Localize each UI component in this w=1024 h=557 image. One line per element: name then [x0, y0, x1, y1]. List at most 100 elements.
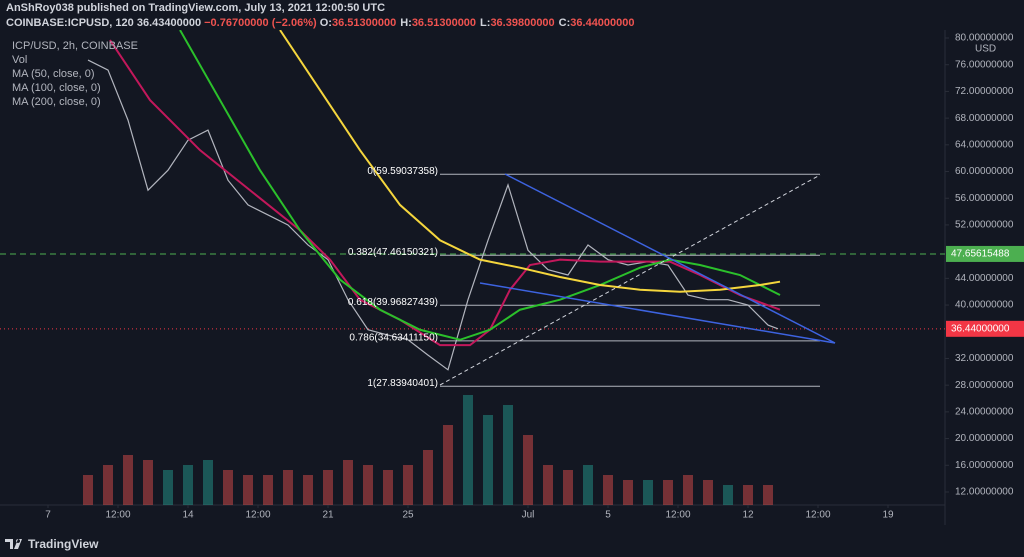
fib-label: 0.382(47.46150321): [348, 247, 438, 258]
volume-bar: [663, 480, 673, 505]
ohlc-value: 36.51300000: [411, 17, 477, 29]
change: −0.76700000 (−2.06%): [204, 17, 317, 29]
price-label: 47.65615488: [951, 249, 1010, 260]
legend-entry: MA (100, close, 0): [12, 82, 101, 94]
x-tick-label: 14: [182, 510, 194, 521]
price-unit: USD: [975, 44, 996, 55]
x-tick-label: 25: [402, 510, 414, 521]
x-tick-label: 21: [322, 510, 334, 521]
trend-dashed: [439, 174, 821, 386]
volume-bar: [123, 455, 133, 505]
volume-bar: [243, 475, 253, 505]
y-tick-label: 68.00000000: [955, 113, 1014, 124]
y-tick-label: 24.00000000: [955, 407, 1014, 418]
x-tick-label: 12:00: [805, 510, 830, 521]
legend-entry: Vol: [12, 54, 27, 66]
volume-bar: [623, 480, 633, 505]
ohlc-label: H:: [400, 17, 412, 29]
volume-bar: [143, 460, 153, 505]
volume-bar: [363, 465, 373, 505]
y-tick-label: 44.00000000: [955, 273, 1014, 284]
x-tick-label: 12:00: [105, 510, 130, 521]
volume-bar: [403, 465, 413, 505]
x-tick-label: 7: [45, 510, 51, 521]
drawings: [439, 173, 836, 386]
fib-label: 0.618(39.96827439): [348, 297, 438, 308]
trend-lower: [479, 282, 836, 344]
volume-bar: [723, 485, 733, 505]
y-tick-label: 12.00000000: [955, 487, 1014, 498]
volume-bar: [743, 485, 753, 505]
volume-bar: [303, 475, 313, 505]
volume-bar: [443, 425, 453, 505]
y-tick-label: 32.00000000: [955, 353, 1014, 364]
volume-bar: [383, 470, 393, 505]
volume-bar: [83, 475, 93, 505]
volume-bar: [683, 475, 693, 505]
volume-bar: [563, 470, 573, 505]
x-tick-label: 12: [742, 510, 754, 521]
volume-bar: [763, 485, 773, 505]
volume-bar: [203, 460, 213, 505]
x-tick-label: 12:00: [245, 510, 270, 521]
y-tick-label: 56.00000000: [955, 193, 1014, 204]
legend-entry: MA (200, close, 0): [12, 96, 101, 108]
ohlc: O:36.51300000 H:36.51300000 L:36.39800000 C…: [320, 17, 639, 29]
header: AnShRoy038 published on TradingView.com,…: [0, 0, 1024, 30]
trend-upper: [504, 173, 836, 344]
volume-bar: [323, 470, 333, 505]
ohlc-label: O:: [319, 17, 332, 29]
symbol: COINBASE:ICPUSD, 120: [6, 17, 134, 29]
fib-label: 1(27.83940401): [367, 378, 438, 389]
footer: TradingView: [0, 531, 1024, 557]
ma-line: [179, 30, 781, 341]
fib-label: 0(59.59037358): [367, 166, 438, 177]
plot: [0, 30, 945, 505]
volume-bar: [583, 465, 593, 505]
y-tick-label: 76.00000000: [955, 59, 1014, 70]
axes: 80.00000000 76.00000000 72.00000000 68.0000…: [12, 33, 1024, 521]
ma-line: [109, 39, 781, 347]
price-label-box: [946, 320, 1024, 337]
y-tick-label: 64.00000000: [955, 139, 1014, 150]
legend-entry: ICP/USD, 2h, COINBASE: [12, 40, 138, 52]
volume-bar: [163, 470, 173, 505]
volume-bar: [603, 475, 613, 505]
legend-entry: MA (50, close, 0): [12, 68, 95, 80]
volume-bar: [263, 475, 273, 505]
chart: 80.00000000 76.00000000 72.00000000 68.0000…: [0, 30, 1024, 525]
volume-bar: [703, 480, 713, 505]
price-line-series: [87, 59, 779, 371]
volume-bar: [343, 460, 353, 505]
y-tick-label: 60.00000000: [955, 166, 1014, 177]
ma-line: [279, 30, 781, 293]
x-tick-label: 12:00: [665, 510, 690, 521]
ohlc-value: 36.44000000: [570, 17, 635, 29]
ohlc-value: 36.51300000: [331, 17, 397, 29]
volume-bar: [423, 450, 433, 505]
y-tick-label: 40.00000000: [955, 300, 1014, 311]
volume-bar: [483, 415, 493, 505]
volume-bar: [503, 405, 513, 505]
volume-bar: [463, 395, 473, 505]
x-tick-label: Jul: [522, 510, 535, 521]
volume-bar: [223, 470, 233, 505]
logo: [5, 539, 22, 549]
x-tick-label: 5: [605, 510, 611, 521]
volume-bar: [523, 435, 533, 505]
volume-bar: [183, 465, 193, 505]
volume-bar: [103, 465, 113, 505]
symbol-line: COINBASE:ICPUSD, 120 36.43400000 −0.7670…: [6, 17, 639, 29]
volume-bar: [283, 470, 293, 505]
y-tick-label: 16.00000000: [955, 460, 1014, 471]
y-tick-label: 28.00000000: [955, 380, 1014, 391]
price-label-box: [946, 245, 1024, 262]
brand: TradingView: [28, 537, 99, 551]
volume-bar: [543, 465, 553, 505]
x-tick-label: 19: [882, 510, 894, 521]
price-label: 36.44000000: [951, 323, 1010, 334]
ohlc-value: 36.39800000: [490, 17, 555, 29]
ohlc-label: C:: [558, 17, 571, 29]
volume-bar: [643, 480, 653, 505]
